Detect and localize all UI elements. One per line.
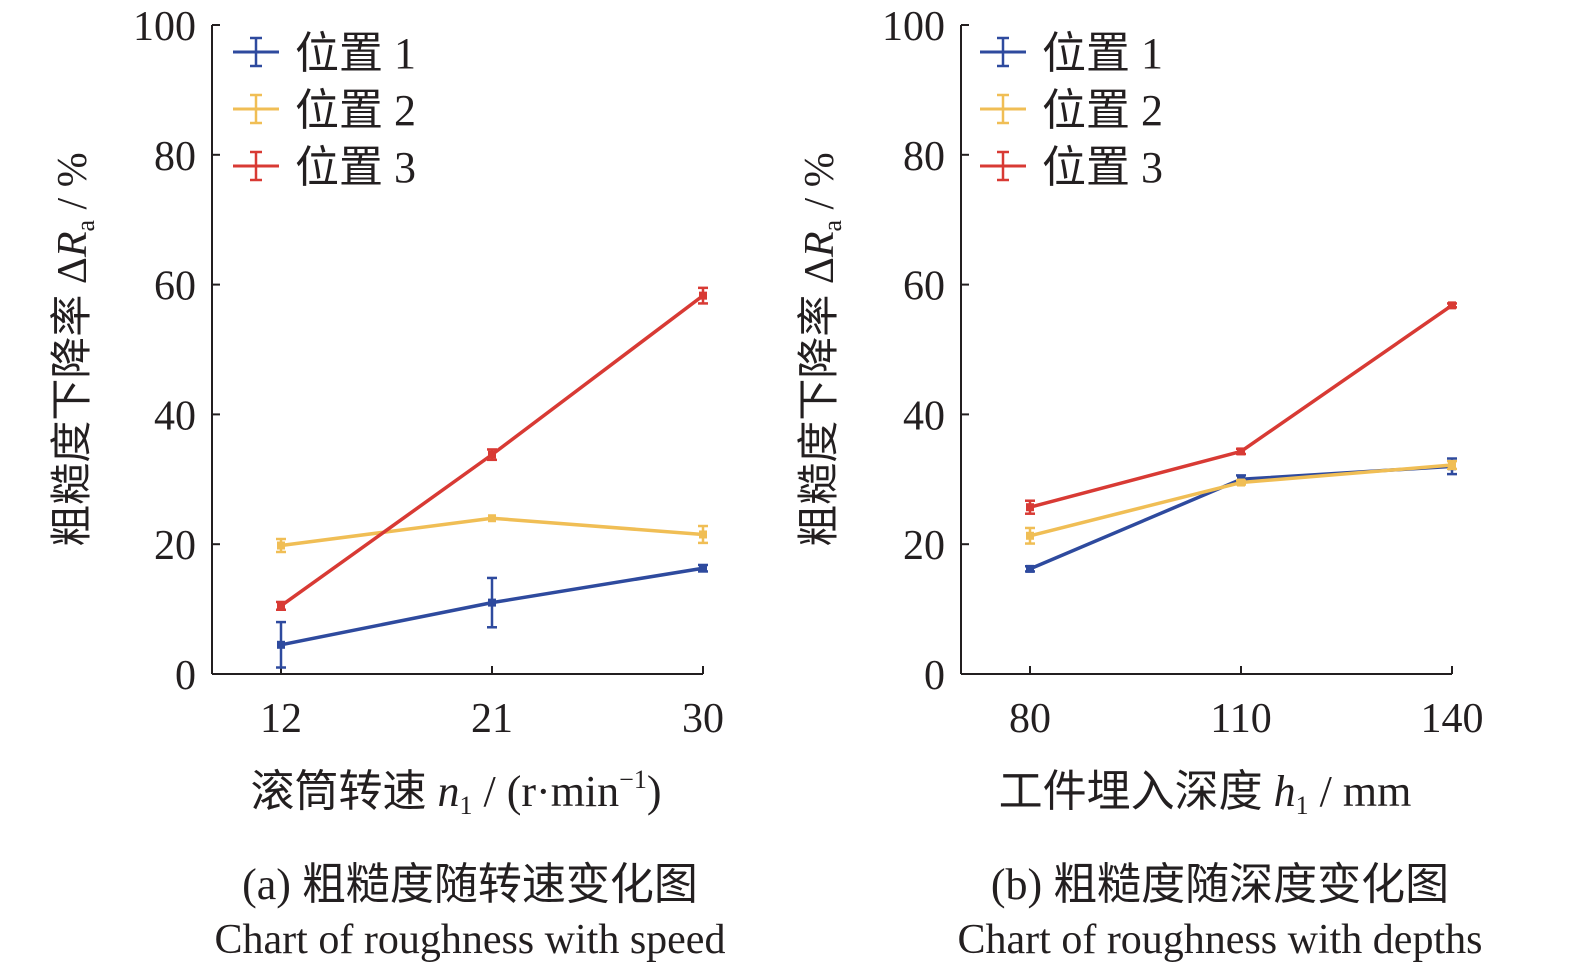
y-axis-label-a: 粗糙度下降率 ΔRa / % [49,152,100,546]
legend-label-b-2: 位置 2 [1042,86,1163,135]
x-tick-label-a: 21 [471,696,513,742]
x-tick-label-b: 140 [1421,696,1484,742]
y-tick-label-b: 20 [903,523,945,569]
data-point-a-2 [699,530,707,539]
y-tick-label-a: 0 [175,653,196,699]
caption-a-english: Chart of roughness with speed [214,917,726,963]
x-axis-label-sup-a: −1 [619,765,647,794]
y-axis-label-unit-a: / % [50,152,96,220]
x-tick-label-a: 12 [260,696,302,742]
data-point-a-2 [488,514,496,523]
y-axis-label-var-b: R [797,232,843,259]
x-axis-label-a: 滚筒转速 n1 / (r·min−1) [251,765,662,820]
y-tick-label-a: 80 [154,134,196,180]
x-tick-label-a: 30 [682,696,724,742]
legend-label-b-1: 位置 1 [1042,29,1163,78]
data-point-b-3 [1237,447,1245,456]
x-axis-label-unit-b: / mm [1309,767,1412,816]
y-tick-label-b: 60 [903,264,945,310]
x-axis-label-unit-a: / (r·min [473,767,620,816]
data-point-a-1 [488,598,496,607]
data-point-b-3 [1448,301,1456,310]
legend-label-a-2: 位置 2 [295,86,416,135]
y-axis-label-sub-a: a [71,220,100,232]
y-tick-label-b: 100 [882,4,945,50]
x-axis-label-sub-a: 1 [460,791,473,820]
legend-label-b-3: 位置 3 [1042,143,1163,192]
x-tick-label-b: 110 [1210,696,1271,742]
legend-label-a-3: 位置 3 [295,143,416,192]
data-point-b-2 [1448,461,1456,470]
x-axis-label-sub-b: 1 [1296,791,1309,820]
x-axis-label-text-b: 工件埋入深度 [999,767,1274,816]
data-point-a-3 [488,450,496,459]
x-axis-label-var-b: h [1274,767,1296,816]
y-tick-label-a: 60 [154,264,196,310]
data-point-b-3 [1026,503,1034,512]
series-line-a-2 [280,516,704,548]
caption-b-english: Chart of roughness with depths [957,917,1483,963]
y-axis-label-b: 粗糙度下降率 ΔRa / % [796,152,847,546]
caption-a: (a) 粗糙度随转速变化图 Chart of roughness with sp… [160,857,780,967]
y-tick-label-a: 20 [154,523,196,569]
x-axis-label-close-a: ) [647,767,662,816]
y-axis-label-text-b: 粗糙度下降率 Δ [796,257,843,547]
y-axis-label-unit-b: / % [797,152,843,220]
caption-b: (b) 粗糙度随深度变化图 Chart of roughness with de… [905,857,1535,967]
y-axis-label-text-a: 粗糙度下降率 Δ [49,257,96,547]
y-tick-label-b: 40 [903,393,945,439]
data-point-a-1 [277,640,285,649]
data-point-a-3 [277,601,285,610]
x-tick-label-b: 80 [1009,696,1051,742]
y-tick-label-b: 80 [903,134,945,180]
data-point-b-1 [1026,564,1034,573]
legend-label-a-1: 位置 1 [295,29,416,78]
x-axis-label-text-a: 滚筒转速 [251,767,438,816]
data-point-b-2 [1026,531,1034,540]
y-tick-label-b: 0 [924,653,945,699]
data-point-a-3 [699,291,707,300]
caption-a-label: (a) 粗糙度随转速变化图 [242,860,698,909]
data-point-b-2 [1237,478,1245,487]
data-point-a-2 [277,541,285,550]
y-axis-label-sub-b: a [818,220,847,232]
y-tick-label-a: 100 [133,4,196,50]
chart-b: 0 20 40 60 80 100 80 110 140 位置 1 位置 2 位置 3 粗糙度下降率 Δ… [796,4,1484,820]
y-tick-label-a: 40 [154,393,196,439]
chart-a: 0 20 40 60 80 100 12 21 30 位置 1 位置 2 位置 3 粗糙度下降率 ΔRa… [49,4,724,820]
y-axis-label-var-a: R [50,232,96,259]
caption-b-label: (b) 粗糙度随深度变化图 [990,860,1450,909]
x-axis-label-var-a: n [438,767,460,816]
data-point-a-1 [699,564,707,573]
x-axis-label-b: 工件埋入深度 h1 / mm [999,767,1412,820]
